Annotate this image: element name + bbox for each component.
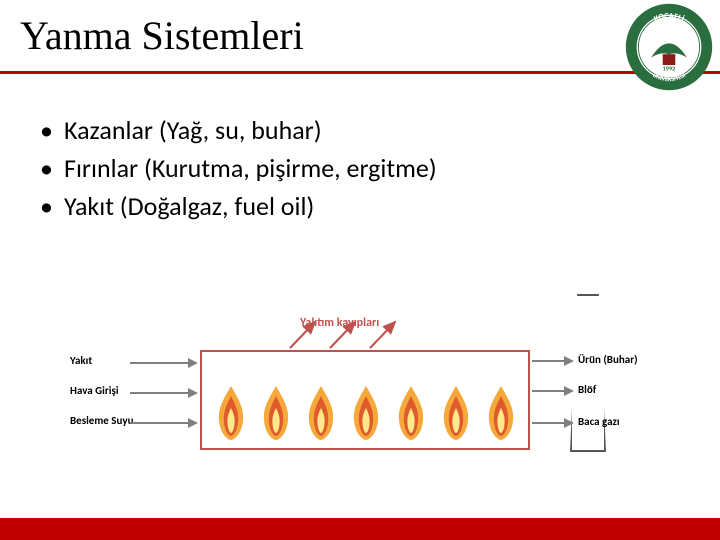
input-label: Besleme Suyu [70, 414, 134, 427]
arrow-head-icon [564, 386, 574, 396]
page-title: Yanma Sistemleri [20, 12, 700, 59]
arrow-head-icon [564, 418, 574, 428]
bullet-list: Kazanlar (Yağ, su, buhar) Fırınlar (Kuru… [0, 74, 720, 248]
arrow-head-icon [188, 358, 198, 368]
boiler-diagram: Yalıtım kayıpları YakıtHava GirişiBeslem… [70, 320, 650, 480]
flame-icon [214, 384, 248, 442]
list-item: Kazanlar (Yağ, su, buhar) [40, 114, 700, 146]
flame-icon [304, 384, 338, 442]
input-label: Hava Girişi [70, 384, 119, 397]
output-label: Blöf [578, 383, 596, 396]
output-arrow [532, 422, 566, 424]
list-item: Yakıt (Doğalgaz, fuel oil) [40, 190, 700, 222]
input-arrow [130, 422, 190, 424]
chimney [570, 294, 606, 452]
university-logo: KOCAELİ ÜNİVERSİTESİ 1992 [624, 2, 714, 92]
flame-icon [259, 384, 293, 442]
arrow-head-icon [188, 418, 198, 428]
arrow-head-icon [188, 388, 198, 398]
flame-icon [484, 384, 518, 442]
loss-label: Yalıtım kayıpları [300, 316, 379, 330]
boiler-box [200, 350, 530, 450]
flame-icon [394, 384, 428, 442]
input-arrow [130, 362, 190, 364]
list-item: Fırınlar (Kurutma, pişirme, ergitme) [40, 152, 700, 184]
arrow-head-icon [564, 356, 574, 366]
input-label: Yakıt [70, 354, 92, 367]
footer-bar [0, 518, 720, 540]
flame-icon [439, 384, 473, 442]
flame-icon [349, 384, 383, 442]
output-label: Baca gazı [578, 415, 620, 428]
output-arrow [532, 390, 566, 392]
input-arrow [130, 392, 190, 394]
output-arrow [532, 360, 566, 362]
output-label: Ürün (Buhar) [578, 353, 638, 366]
svg-text:1992: 1992 [663, 64, 676, 72]
